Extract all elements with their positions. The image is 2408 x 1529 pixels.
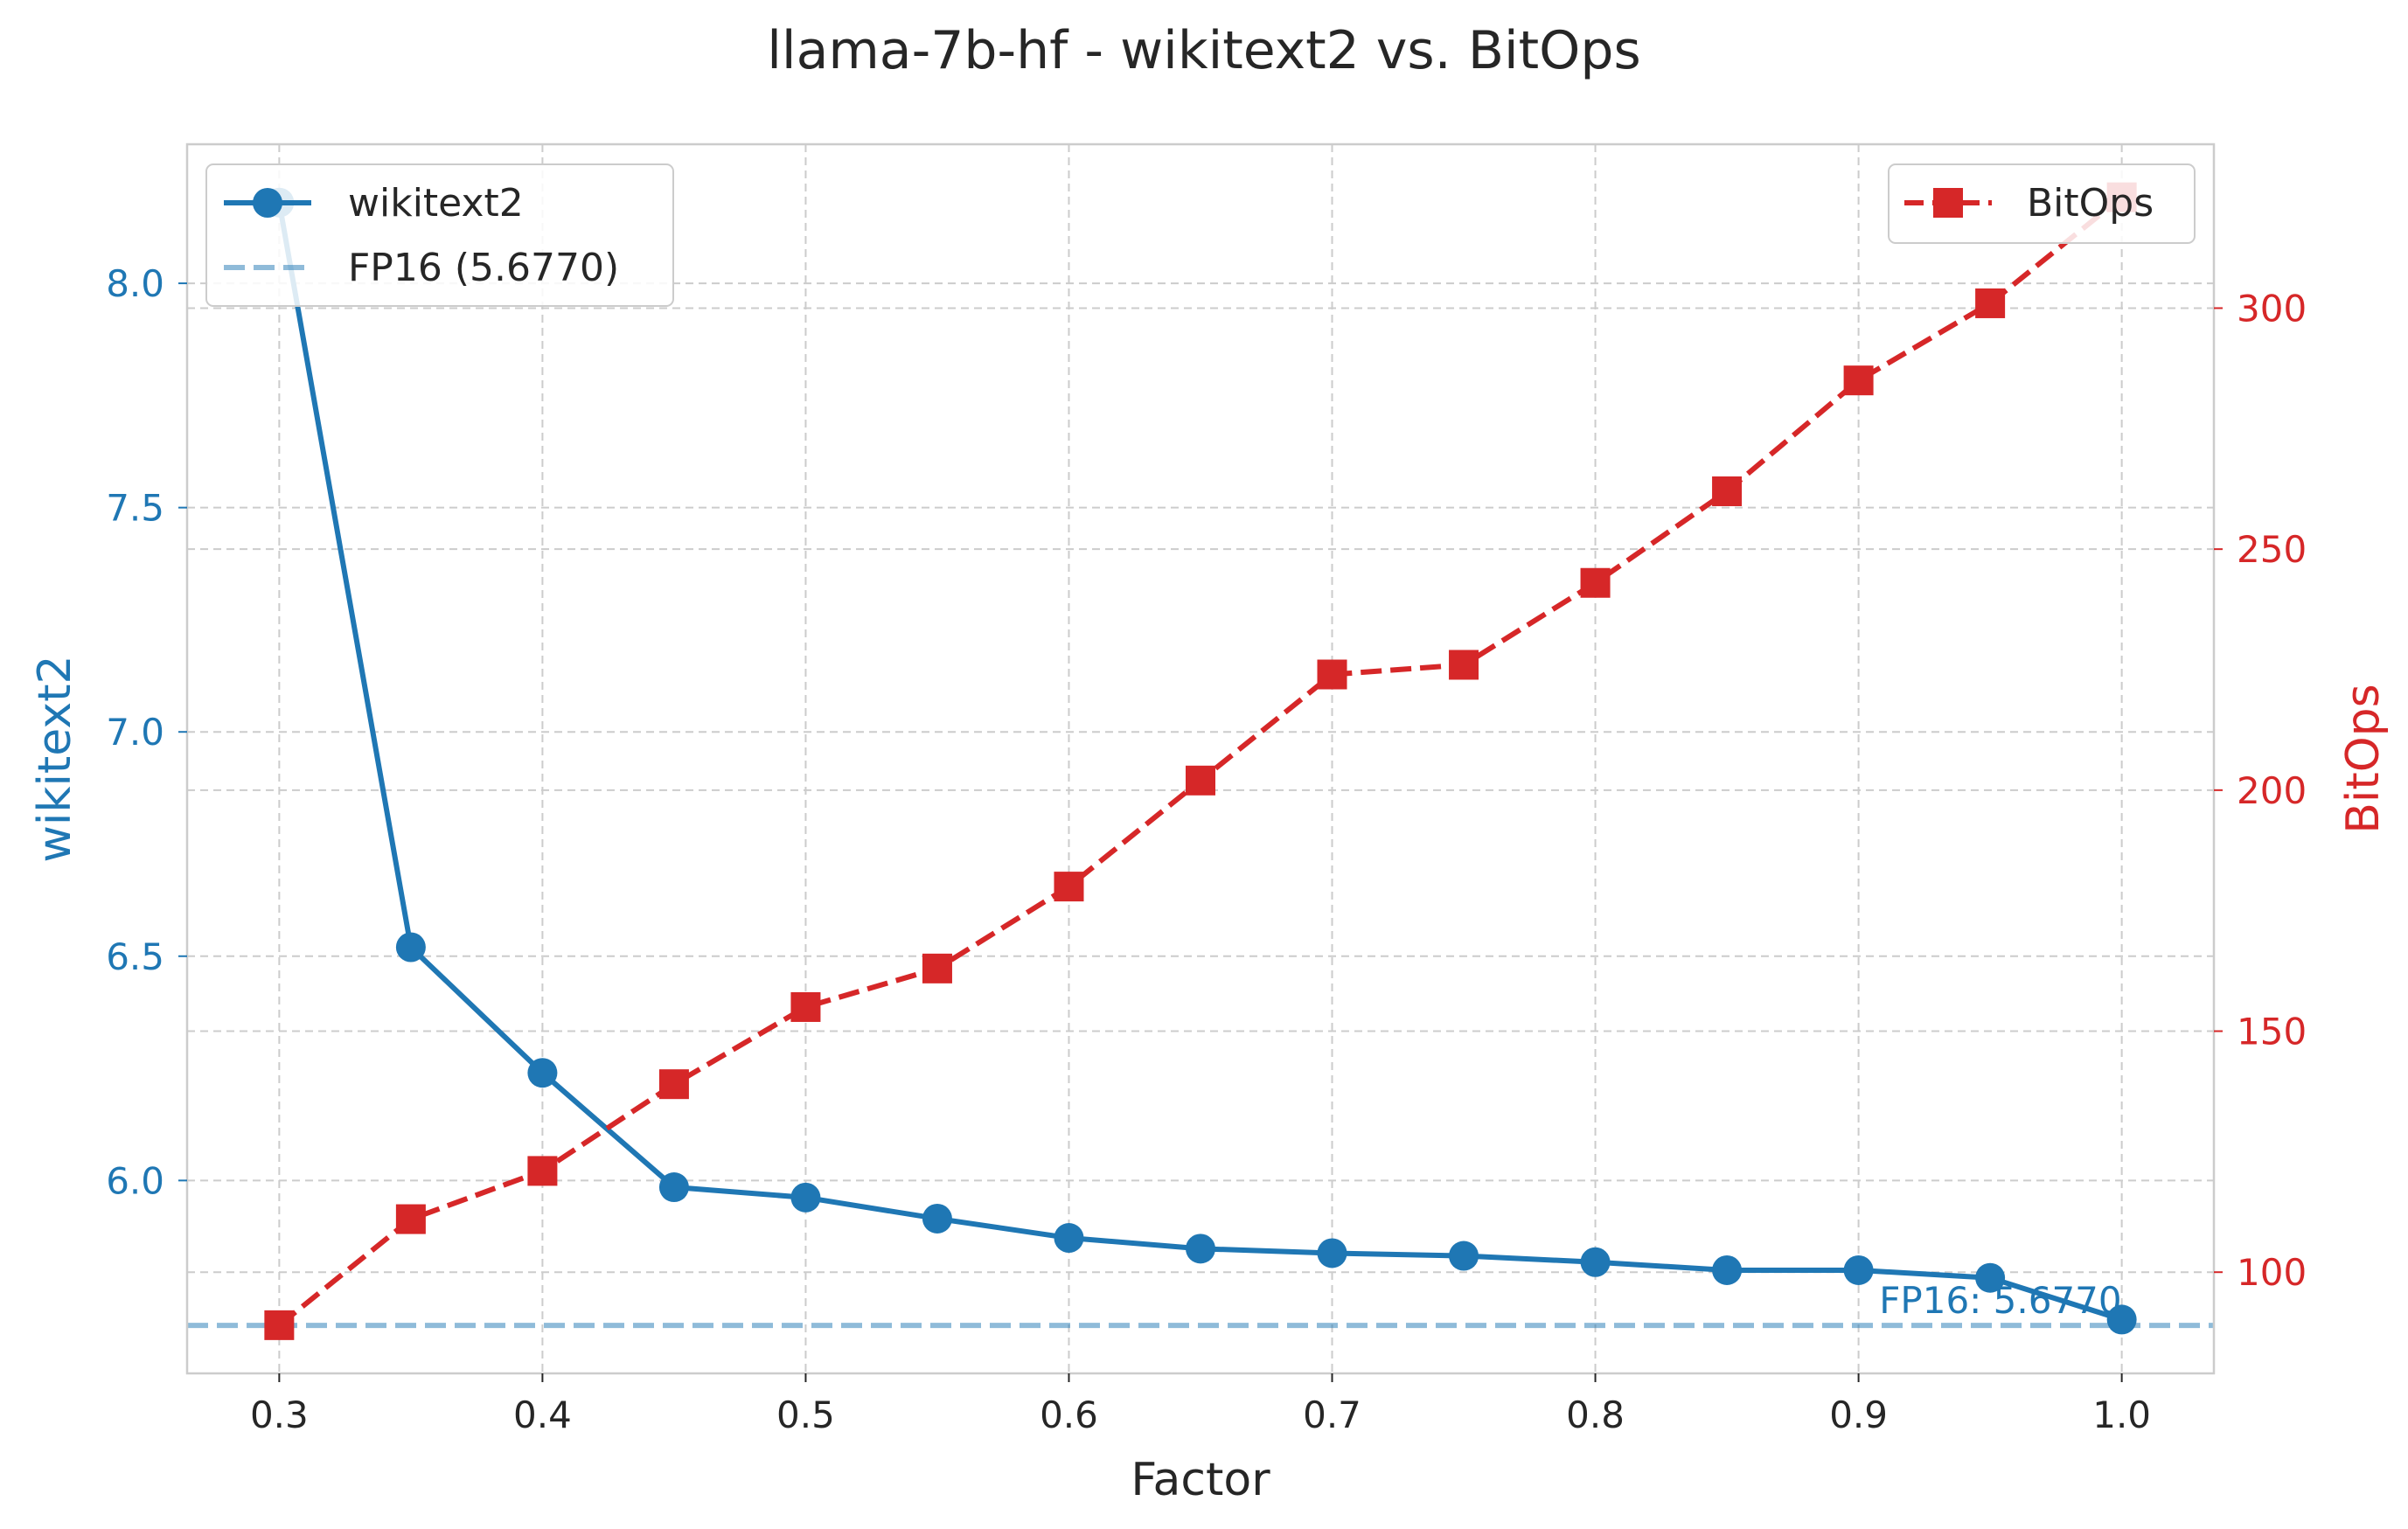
legend-wikitext2-marker	[253, 188, 282, 218]
series-bitops-point	[1975, 288, 2006, 318]
legend-wikitext2-label: wikitext2	[348, 181, 524, 226]
x-tick-label: 0.8	[1566, 1393, 1625, 1436]
axis-layer: 0.3 0.4 0.5 0.6 0.7 0.8 0.9 1.0 6.0 6.5 7.0 7.5 8.0 1…	[106, 262, 2307, 1436]
series-bitops-point	[527, 1156, 558, 1186]
grid-layer	[187, 144, 2214, 1373]
series-bitops-point	[1186, 765, 1215, 796]
x-tick-label: 1.0	[2092, 1393, 2151, 1436]
y-right-tick-label: 200	[2237, 769, 2307, 812]
series-bitops-point	[1054, 872, 1084, 902]
legend-right-box	[1888, 163, 2196, 244]
series-wikitext2-point	[1186, 1234, 1215, 1264]
y-right-tick-label: 250	[2237, 528, 2307, 571]
series-wikitext2-point	[790, 1182, 821, 1213]
series-bitops-point	[658, 1069, 689, 1100]
legend-bitops-marker	[1933, 188, 1963, 218]
series-bitops-point	[395, 1204, 426, 1234]
y-axis-left-title: wikitext2	[29, 655, 81, 862]
plot-frame	[185, 142, 2216, 1375]
series-wikitext2-point	[922, 1203, 952, 1234]
series-wikitext2-point	[1580, 1247, 1611, 1277]
series-wikitext2-point	[527, 1058, 558, 1088]
x-tick-label: 0.9	[1829, 1393, 1888, 1436]
series-wikitext2-point	[1449, 1241, 1479, 1271]
series-bitops-point	[790, 991, 821, 1022]
y-axis-right-title: BitOps	[2337, 684, 2390, 834]
legend-right: BitOps	[1888, 163, 2196, 244]
x-tick-label: 0.5	[776, 1393, 835, 1436]
reference-line-layer: FP16: 5.6770	[187, 1279, 2214, 1329]
series-wikitext2-point	[1975, 1262, 2006, 1293]
series-bitops-point	[1317, 659, 1347, 690]
y-left-tick-label: 6.5	[106, 935, 164, 978]
x-axis-title: Factor	[1131, 1454, 1270, 1506]
series-bitops-point	[1712, 476, 1743, 506]
series-wikitext2-point	[1054, 1223, 1084, 1254]
y-right-tick-label: 300	[2237, 287, 2307, 330]
y-left-tick-label: 7.5	[106, 487, 164, 530]
series-wikitext2-point	[1317, 1238, 1347, 1268]
series-wikitext2-point	[395, 932, 426, 963]
series-bitops-point	[1580, 567, 1611, 598]
series-wikitext2-point	[658, 1172, 689, 1203]
legend-left-box	[205, 163, 674, 307]
series-bitops-point	[1449, 650, 1479, 680]
legend-fp16-label: FP16 (5.6770)	[348, 246, 619, 290]
y-right-tick-label: 150	[2237, 1011, 2307, 1053]
series-bitops-point	[1843, 365, 1874, 396]
series-bitops-point	[264, 1310, 295, 1340]
series-bitops-point	[922, 953, 952, 983]
x-tick-label: 0.4	[513, 1393, 572, 1436]
series-wikitext2-point	[2106, 1304, 2137, 1335]
x-tick-label: 0.6	[1040, 1393, 1098, 1436]
x-tick-label: 0.3	[250, 1393, 309, 1436]
x-tick-label: 0.7	[1303, 1393, 1361, 1436]
chart-title: llama-7b-hf - wikitext2 vs. BitOps	[767, 20, 1641, 81]
y-right-tick-label: 100	[2237, 1251, 2307, 1294]
legend-bitops-label: BitOps	[2027, 181, 2154, 226]
legend-left: wikitext2 FP16 (5.6770)	[205, 163, 674, 307]
y-left-tick-label: 7.0	[106, 711, 164, 754]
series-wikitext2-point	[1712, 1254, 1743, 1285]
y-left-tick-label: 6.0	[106, 1159, 164, 1202]
series-wikitext2-point	[1843, 1254, 1874, 1285]
y-left-tick-label: 8.0	[106, 262, 164, 305]
